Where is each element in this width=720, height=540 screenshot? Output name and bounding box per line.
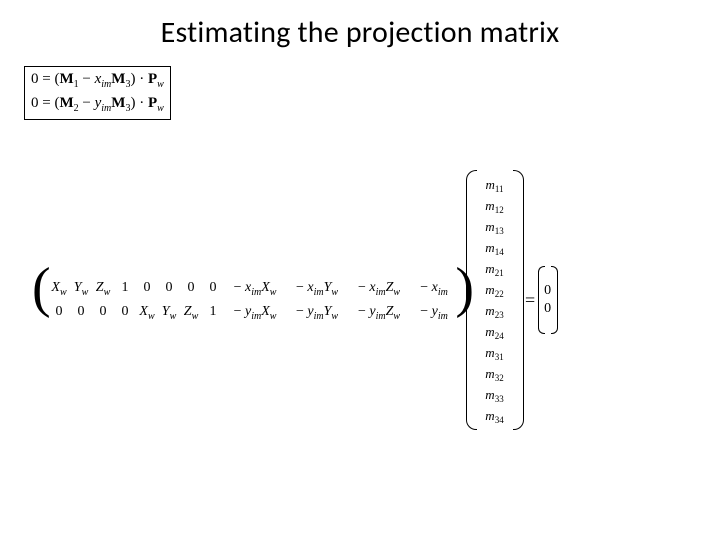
equals-sign: = bbox=[525, 290, 535, 311]
page-title: Estimating the projection matrix bbox=[0, 14, 720, 51]
constraint-equations-box: 0 = (M1 − ximM3) · Pw 0 = (M2 − yimM3) ·… bbox=[24, 66, 171, 120]
rhs-vector: 00 bbox=[541, 266, 555, 334]
constraint-eq-1: 0 = (M1 − ximM3) · Pw bbox=[31, 68, 164, 92]
A-matrix: ( XwYwZw10000− ximXw− ximYw− ximZw− xim0… bbox=[40, 270, 466, 330]
matrix-equation: ( XwYwZw10000− ximXw− ximYw− ximZw− xim0… bbox=[40, 170, 555, 430]
m-vector: m11m12m13m14m21m22m23m24m31m32m33m34 bbox=[472, 170, 518, 430]
constraint-eq-2: 0 = (M2 − yimM3) · Pw bbox=[31, 92, 164, 116]
